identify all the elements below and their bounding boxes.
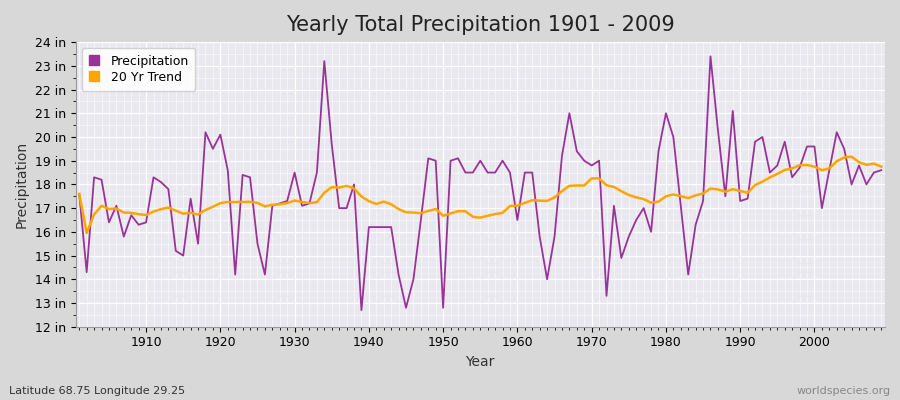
20 Yr Trend — [846, 154, 857, 159]
Precipitation — [876, 168, 886, 172]
Precipitation — [512, 218, 523, 222]
20 Yr Trend — [304, 201, 315, 206]
Precipitation — [297, 203, 308, 208]
20 Yr Trend — [74, 192, 85, 196]
Precipitation — [705, 54, 716, 59]
Title: Yearly Total Precipitation 1901 - 2009: Yearly Total Precipitation 1901 - 2009 — [286, 15, 675, 35]
Text: Latitude 68.75 Longitude 29.25: Latitude 68.75 Longitude 29.25 — [9, 386, 185, 396]
20 Yr Trend — [348, 186, 359, 191]
20 Yr Trend — [140, 213, 151, 218]
20 Yr Trend — [81, 231, 92, 236]
X-axis label: Year: Year — [465, 355, 495, 369]
Precipitation — [74, 192, 85, 196]
Line: 20 Yr Trend: 20 Yr Trend — [79, 157, 881, 233]
Precipitation — [341, 206, 352, 210]
Precipitation — [356, 308, 367, 312]
Precipitation — [608, 203, 619, 208]
Text: worldspecies.org: worldspecies.org — [796, 386, 891, 396]
20 Yr Trend — [519, 200, 530, 205]
Precipitation — [133, 222, 144, 227]
Line: Precipitation: Precipitation — [79, 56, 881, 310]
20 Yr Trend — [876, 164, 886, 169]
Precipitation — [519, 170, 530, 175]
20 Yr Trend — [512, 203, 523, 208]
20 Yr Trend — [608, 184, 619, 189]
Y-axis label: Precipitation: Precipitation — [15, 141, 29, 228]
Legend: Precipitation, 20 Yr Trend: Precipitation, 20 Yr Trend — [82, 48, 195, 91]
